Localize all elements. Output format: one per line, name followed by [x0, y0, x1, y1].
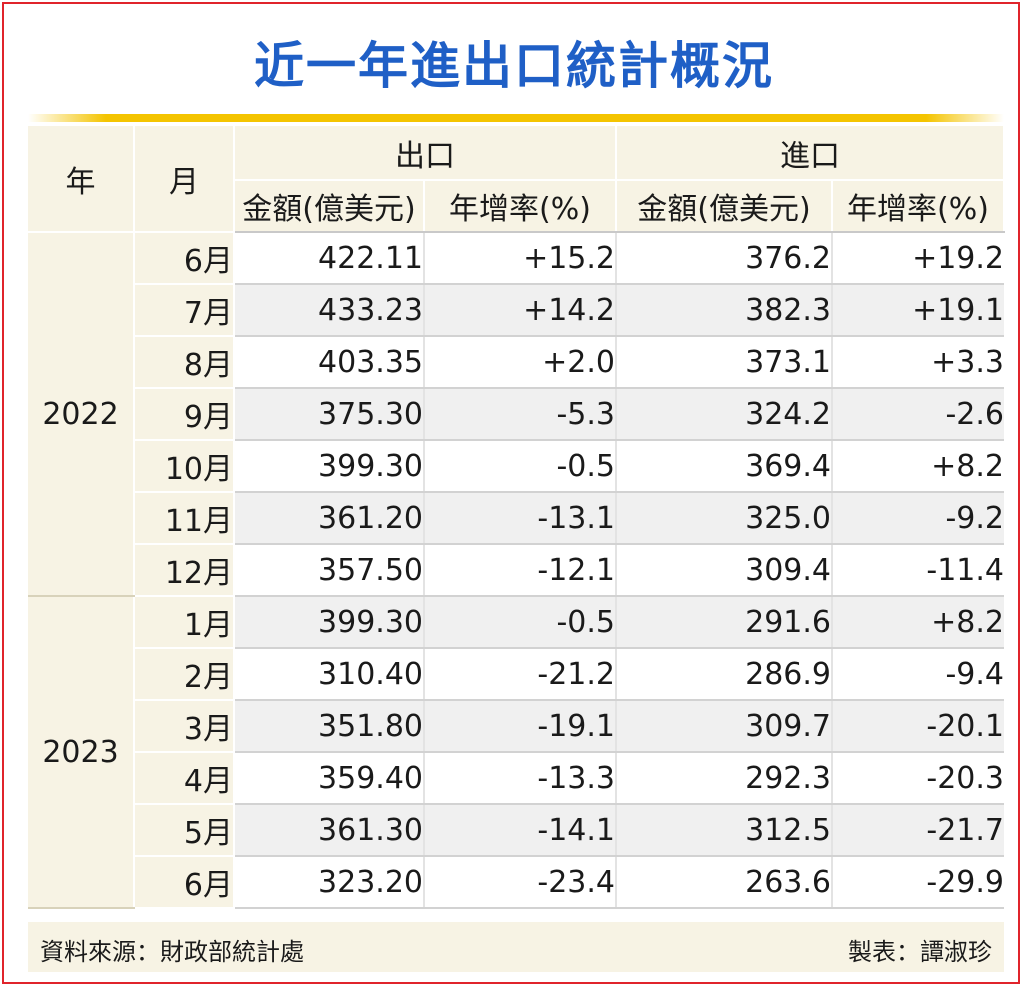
- table-body: 2022 6月 422.11 +15.2 376.2 +19.2 7月 433.23 +14.2…: [28, 232, 1004, 909]
- table-row: 7月 433.23 +14.2 382.3 +19.1: [28, 284, 1004, 337]
- export-growth-cell: -23.4: [424, 856, 617, 909]
- header-import-growth: 年增率(%): [832, 180, 1005, 233]
- export-amount-cell: 357.50: [234, 544, 425, 597]
- table-row: 11月 361.20 -13.1 325.0 -9.2: [28, 492, 1004, 545]
- export-amount-cell: 375.30: [234, 388, 425, 441]
- table-row: 9月 375.30 -5.3 324.2 -2.6: [28, 388, 1004, 441]
- export-amount-cell: 359.40: [234, 752, 425, 805]
- table-row: 5月 361.30 -14.1 312.5 -21.7: [28, 804, 1004, 857]
- export-growth-cell: -19.1: [424, 700, 617, 753]
- export-growth-cell: +15.2: [424, 232, 617, 285]
- export-amount-cell: 433.23: [234, 284, 425, 337]
- month-cell: 10月: [134, 440, 235, 493]
- year-cell: 2023: [28, 596, 135, 909]
- table-row: 8月 403.35 +2.0 373.1 +3.3: [28, 336, 1004, 389]
- export-growth-cell: +14.2: [424, 284, 617, 337]
- header-import-amount: 金額(億美元): [616, 180, 833, 233]
- header-export-growth: 年增率(%): [424, 180, 617, 233]
- export-growth-cell: -0.5: [424, 596, 617, 649]
- table-row: 2月 310.40 -21.2 286.9 -9.4: [28, 648, 1004, 701]
- import-growth-cell: +19.1: [832, 284, 1004, 337]
- import-amount-cell: 325.0: [616, 492, 833, 545]
- table-row: 6月 323.20 -23.4 263.6 -29.9: [28, 856, 1004, 909]
- title-underline: [28, 114, 1004, 122]
- export-growth-cell: -21.2: [424, 648, 617, 701]
- table-row: 4月 359.40 -13.3 292.3 -20.3: [28, 752, 1004, 805]
- export-amount-cell: 323.20: [234, 856, 425, 909]
- export-amount-cell: 351.80: [234, 700, 425, 753]
- month-cell: 8月: [134, 336, 235, 389]
- import-amount-cell: 286.9: [616, 648, 833, 701]
- month-cell: 6月: [134, 856, 235, 909]
- export-growth-cell: +2.0: [424, 336, 617, 389]
- import-amount-cell: 291.6: [616, 596, 833, 649]
- import-growth-cell: -29.9: [832, 856, 1004, 909]
- import-amount-cell: 309.4: [616, 544, 833, 597]
- import-amount-cell: 376.2: [616, 232, 833, 285]
- import-amount-cell: 312.5: [616, 804, 833, 857]
- month-cell: 11月: [134, 492, 235, 545]
- export-growth-cell: -0.5: [424, 440, 617, 493]
- footer-bar: 資料來源：財政部統計處 製表：譚淑珍: [28, 922, 1004, 972]
- table-row: 10月 399.30 -0.5 369.4 +8.2: [28, 440, 1004, 493]
- source-note: 資料來源：財政部統計處: [40, 938, 304, 966]
- import-growth-cell: +8.2: [832, 596, 1004, 649]
- import-growth-cell: +8.2: [832, 440, 1004, 493]
- import-amount-cell: 382.3: [616, 284, 833, 337]
- header-export-amount: 金額(億美元): [234, 180, 425, 233]
- export-growth-cell: -13.3: [424, 752, 617, 805]
- table-row: 2023 1月 399.30 -0.5 291.6 +8.2: [28, 596, 1004, 909]
- export-amount-cell: 361.20: [234, 492, 425, 545]
- month-cell: 4月: [134, 752, 235, 805]
- export-amount-cell: 310.40: [234, 648, 425, 701]
- export-growth-cell: -13.1: [424, 492, 617, 545]
- header-import: 進口: [616, 126, 1005, 181]
- export-growth-cell: -12.1: [424, 544, 617, 597]
- month-cell: 2月: [134, 648, 235, 701]
- maker-note: 製表：譚淑珍: [848, 938, 992, 966]
- trade-stats-table: 年 月 出口 進口 金額(億美元) 年增率(%) 金額(億美元) 年增率(%) …: [28, 126, 1005, 909]
- export-amount-cell: 361.30: [234, 804, 425, 857]
- export-amount-cell: 399.30: [234, 596, 425, 649]
- month-cell: 3月: [134, 700, 235, 753]
- import-growth-cell: -20.1: [832, 700, 1004, 753]
- import-growth-cell: -9.2: [832, 492, 1004, 545]
- month-cell: 9月: [134, 388, 235, 441]
- header-export: 出口: [234, 126, 617, 181]
- month-cell: 5月: [134, 804, 235, 857]
- import-amount-cell: 292.3: [616, 752, 833, 805]
- header-month: 月: [134, 126, 235, 233]
- import-amount-cell: 373.1: [616, 336, 833, 389]
- import-growth-cell: -21.7: [832, 804, 1004, 857]
- import-amount-cell: 324.2: [616, 388, 833, 441]
- import-amount-cell: 369.4: [616, 440, 833, 493]
- month-cell: 7月: [134, 284, 235, 337]
- import-growth-cell: +3.3: [832, 336, 1004, 389]
- table-row: 12月 357.50 -12.1 309.4 -11.4: [28, 544, 1004, 597]
- export-growth-cell: -5.3: [424, 388, 617, 441]
- export-amount-cell: 422.11: [234, 232, 425, 285]
- import-growth-cell: -9.4: [832, 648, 1004, 701]
- month-cell: 1月: [134, 596, 235, 649]
- month-cell: 12月: [134, 544, 235, 597]
- table-row: 3月 351.80 -19.1 309.7 -20.1: [28, 700, 1004, 753]
- import-amount-cell: 309.7: [616, 700, 833, 753]
- import-growth-cell: -11.4: [832, 544, 1004, 597]
- year-cell: 2022: [28, 232, 135, 597]
- export-growth-cell: -14.1: [424, 804, 617, 857]
- import-growth-cell: +19.2: [832, 232, 1004, 285]
- import-amount-cell: 263.6: [616, 856, 833, 909]
- table-row: 2022 6月 422.11 +15.2 376.2 +19.2: [28, 232, 1004, 597]
- export-amount-cell: 399.30: [234, 440, 425, 493]
- month-cell: 6月: [134, 232, 235, 285]
- header-year: 年: [28, 126, 135, 233]
- export-amount-cell: 403.35: [234, 336, 425, 389]
- import-growth-cell: -20.3: [832, 752, 1004, 805]
- import-growth-cell: -2.6: [832, 388, 1004, 441]
- page-title: 近一年進出口統計概況: [254, 37, 774, 95]
